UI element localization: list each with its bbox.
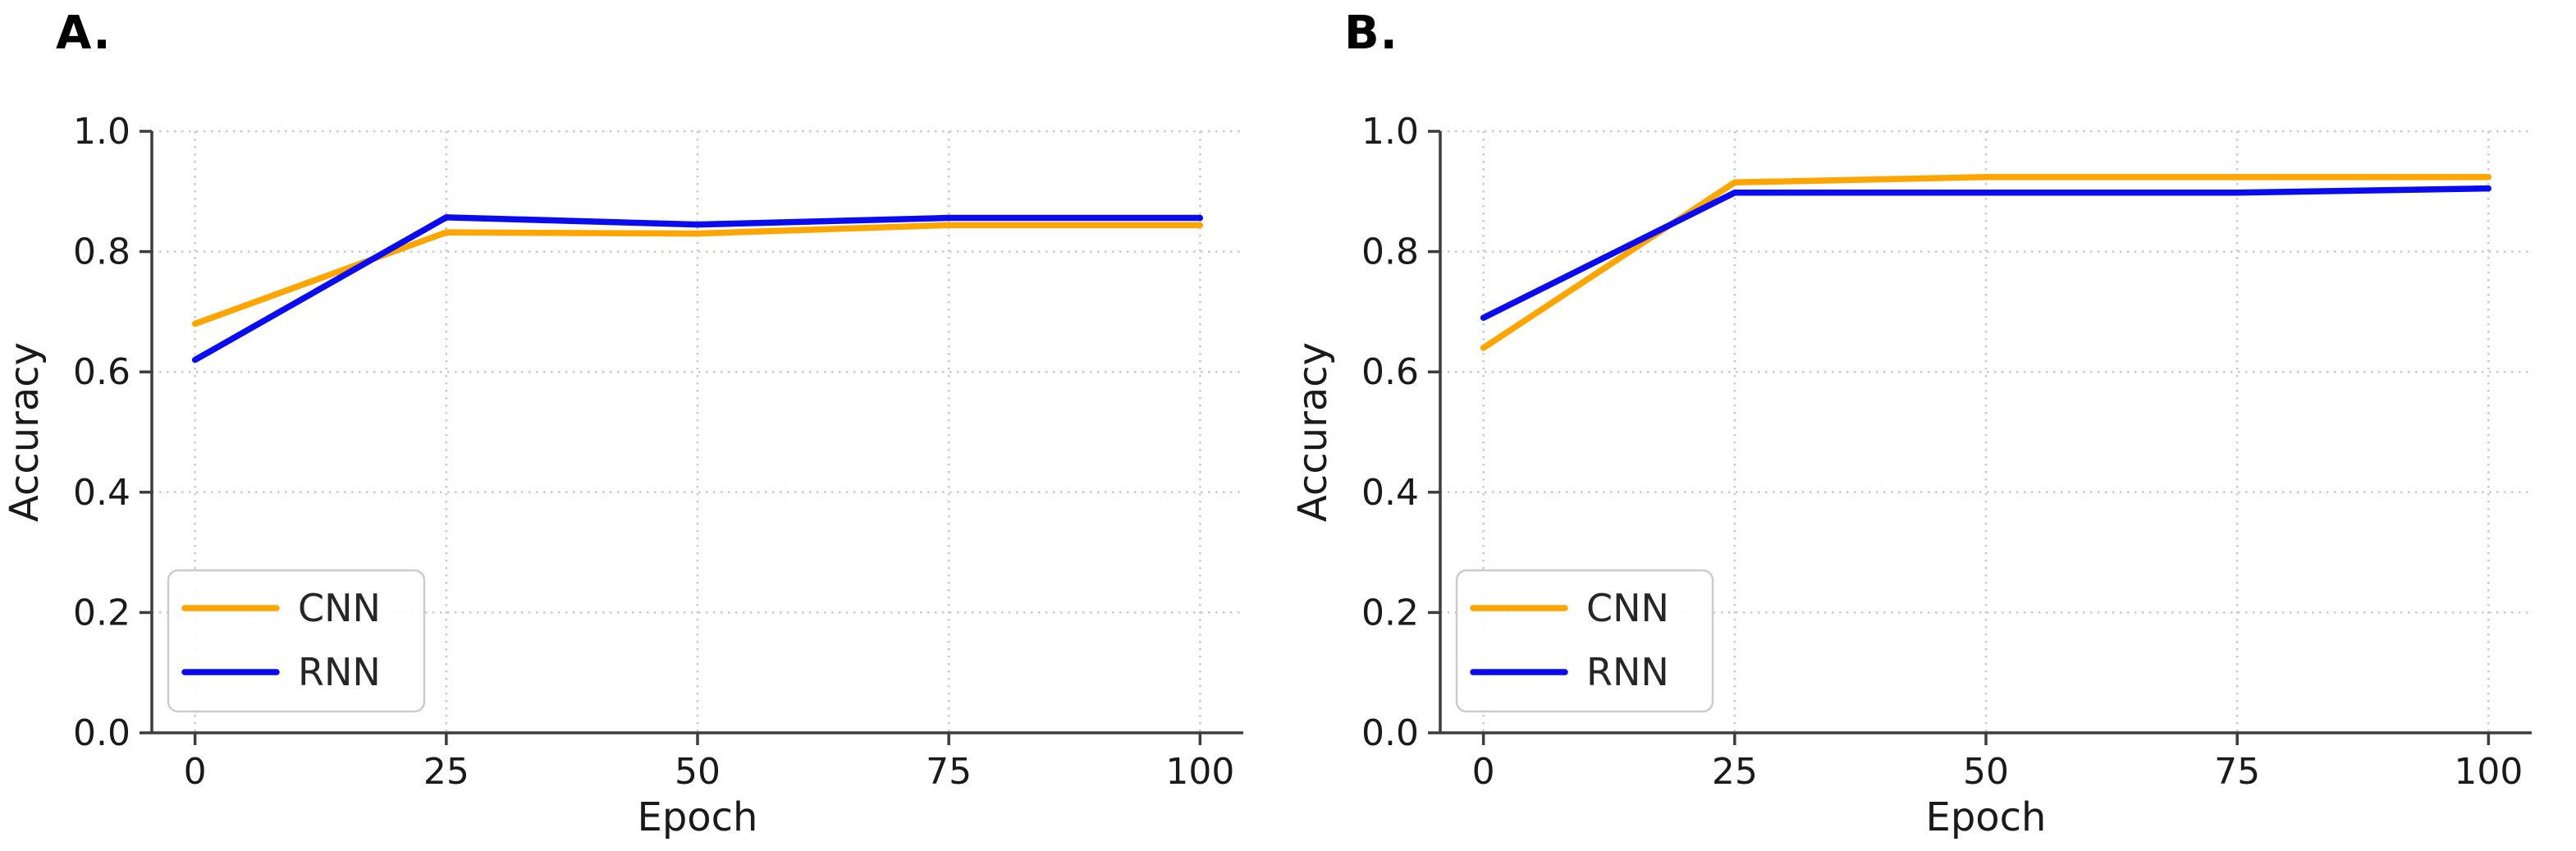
x-tick-label: 0 bbox=[184, 751, 207, 793]
x-axis-label: Epoch bbox=[1926, 794, 2047, 840]
x-tick-label: 75 bbox=[926, 751, 972, 793]
panel-a-label: A. bbox=[56, 7, 112, 60]
rnn-legend-label: RNN bbox=[1586, 650, 1669, 694]
x-tick-label: 50 bbox=[675, 751, 721, 793]
y-tick-label: 0.0 bbox=[73, 712, 130, 754]
x-tick-label: 75 bbox=[2214, 751, 2260, 793]
legend-box bbox=[167, 569, 426, 713]
y-tick-label: 0.0 bbox=[1361, 712, 1419, 754]
x-tick-label: 0 bbox=[1472, 751, 1495, 793]
y-axis-label: Accuracy bbox=[2, 342, 48, 522]
y-tick-label: 0.8 bbox=[73, 231, 130, 273]
x-tick-label: 25 bbox=[423, 751, 469, 793]
x-tick-label: 100 bbox=[1165, 751, 1234, 793]
x-axis-label: Epoch bbox=[638, 794, 758, 840]
legend: CNN RNN bbox=[1455, 569, 1714, 713]
y-tick-label: 0.8 bbox=[1361, 231, 1419, 273]
panel-a-chart: 0 25 50 75 100 0.0 0.2 0.4 0.6 0.8 1.0 Epoch Accurac… bbox=[2, 111, 1243, 840]
y-tick-label: 0.6 bbox=[1361, 351, 1419, 393]
panel-b-label: B. bbox=[1344, 7, 1398, 60]
panel-a: A. 0 25 50 75 100 0.0 0.2 0.4 0.6 0.8 1.0 Epoch Accu… bbox=[2, 7, 1243, 840]
y-tick-label: 0.2 bbox=[73, 592, 130, 634]
cnn-legend-label: CNN bbox=[298, 586, 381, 630]
x-tick-label: 100 bbox=[2454, 751, 2523, 793]
y-tick-label: 1.0 bbox=[73, 111, 130, 153]
y-tick-label: 0.6 bbox=[73, 351, 130, 393]
y-tick-label: 0.4 bbox=[1361, 472, 1419, 514]
y-axis-label: Accuracy bbox=[1290, 342, 1336, 522]
rnn-line bbox=[1480, 185, 2492, 321]
y-tick-label: 1.0 bbox=[1361, 111, 1419, 153]
x-tick-label: 50 bbox=[1963, 751, 2009, 793]
y-tick-label: 0.4 bbox=[73, 472, 130, 514]
rnn-line bbox=[191, 214, 1204, 364]
x-tick-label: 25 bbox=[1712, 751, 1758, 793]
panel-b: B. 0 25 50 75 100 0.0 0.2 0.4 0.6 0.8 1.0 Epoch Accu… bbox=[1288, 0, 2576, 851]
y-tick-label: 0.2 bbox=[1361, 592, 1419, 634]
legend-box bbox=[1455, 569, 1714, 713]
cnn-legend-label: CNN bbox=[1586, 586, 1669, 630]
legend: CNN RNN bbox=[167, 569, 426, 713]
rnn-legend-label: RNN bbox=[298, 650, 381, 694]
cnn-line bbox=[1480, 173, 2492, 351]
panel-b-chart: 0 25 50 75 100 0.0 0.2 0.4 0.6 0.8 1.0 Epoch Accurac… bbox=[1290, 111, 2532, 840]
